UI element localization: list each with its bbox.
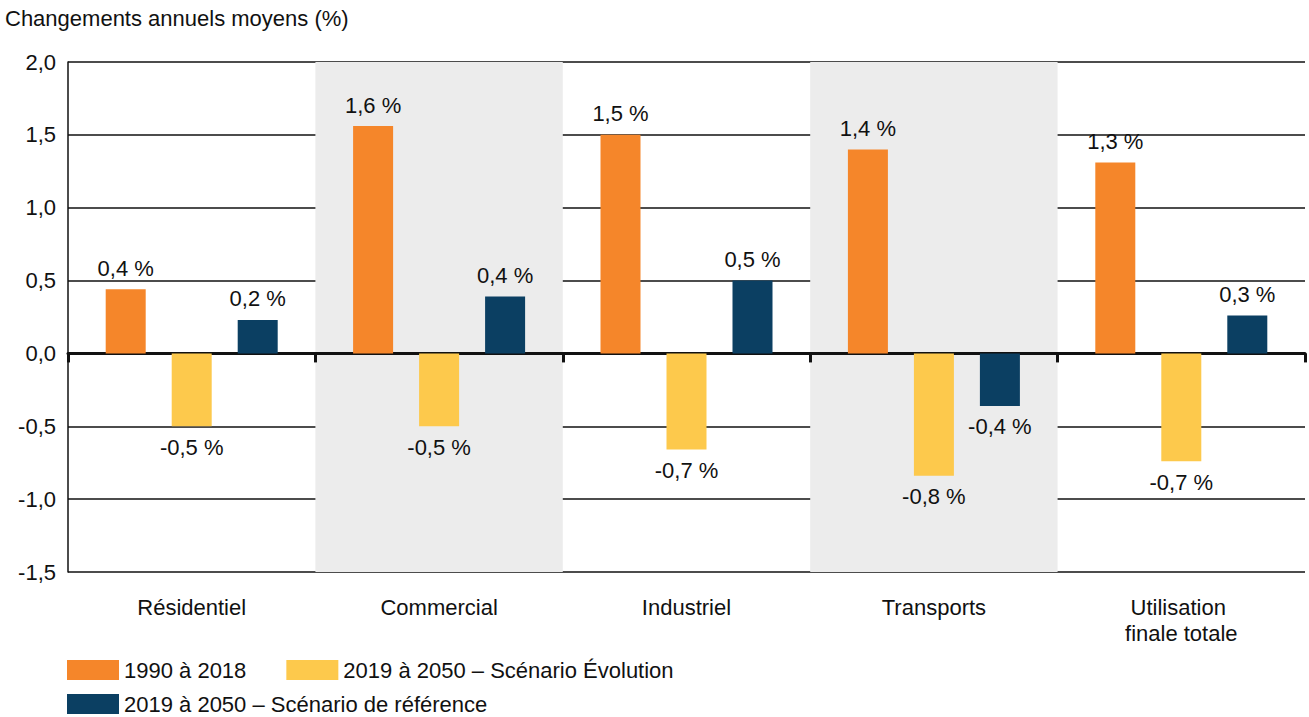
svg-text:2,0: 2,0 [25, 50, 56, 75]
svg-text:0,5 %: 0,5 % [724, 247, 780, 272]
svg-text:finale totale: finale totale [1125, 621, 1238, 646]
svg-text:-0,5 %: -0,5 % [160, 435, 224, 460]
svg-text:0,4 %: 0,4 % [98, 256, 154, 281]
svg-text:1,3 %: 1,3 % [1087, 129, 1143, 154]
svg-text:0,4 %: 0,4 % [477, 263, 533, 288]
svg-text:0,5: 0,5 [25, 268, 56, 293]
svg-text:0,3 %: 0,3 % [1219, 282, 1275, 307]
svg-text:0,2 %: 0,2 % [230, 286, 286, 311]
svg-text:Industriel: Industriel [642, 595, 731, 620]
svg-text:1,5: 1,5 [25, 122, 56, 147]
svg-text:Transports: Transports [882, 595, 986, 620]
svg-text:-0,5 %: -0,5 % [407, 435, 471, 460]
svg-text:2019 à 2050 – Scénario Évoluti: 2019 à 2050 – Scénario Évolution [343, 658, 673, 683]
svg-text:1990 à 2018: 1990 à 2018 [124, 658, 246, 683]
svg-text:1,0: 1,0 [25, 195, 56, 220]
svg-text:1,6 %: 1,6 % [345, 93, 401, 118]
svg-text:-0,7 %: -0,7 % [655, 458, 719, 483]
svg-text:Commercial: Commercial [380, 595, 497, 620]
svg-text:-1,5: -1,5 [18, 560, 56, 585]
svg-text:2019 à 2050 – Scénario de réfé: 2019 à 2050 – Scénario de référence [124, 692, 487, 717]
svg-text:-1,0: -1,0 [18, 487, 56, 512]
svg-text:Utilisation: Utilisation [1131, 595, 1232, 620]
svg-text:-0,7 %: -0,7 % [1150, 470, 1214, 495]
svg-text:1,5 %: 1,5 % [592, 101, 648, 126]
svg-text:-0,5: -0,5 [18, 414, 56, 439]
svg-text:0,0: 0,0 [25, 341, 56, 366]
svg-text:Changements annuels moyens (%): Changements annuels moyens (%) [5, 6, 349, 31]
svg-text:-0,8 %: -0,8 % [902, 484, 966, 509]
svg-text:-0,4 %: -0,4 % [968, 414, 1032, 439]
svg-text:1,4 %: 1,4 % [840, 116, 896, 141]
svg-text:Résidentiel: Résidentiel [137, 595, 246, 620]
